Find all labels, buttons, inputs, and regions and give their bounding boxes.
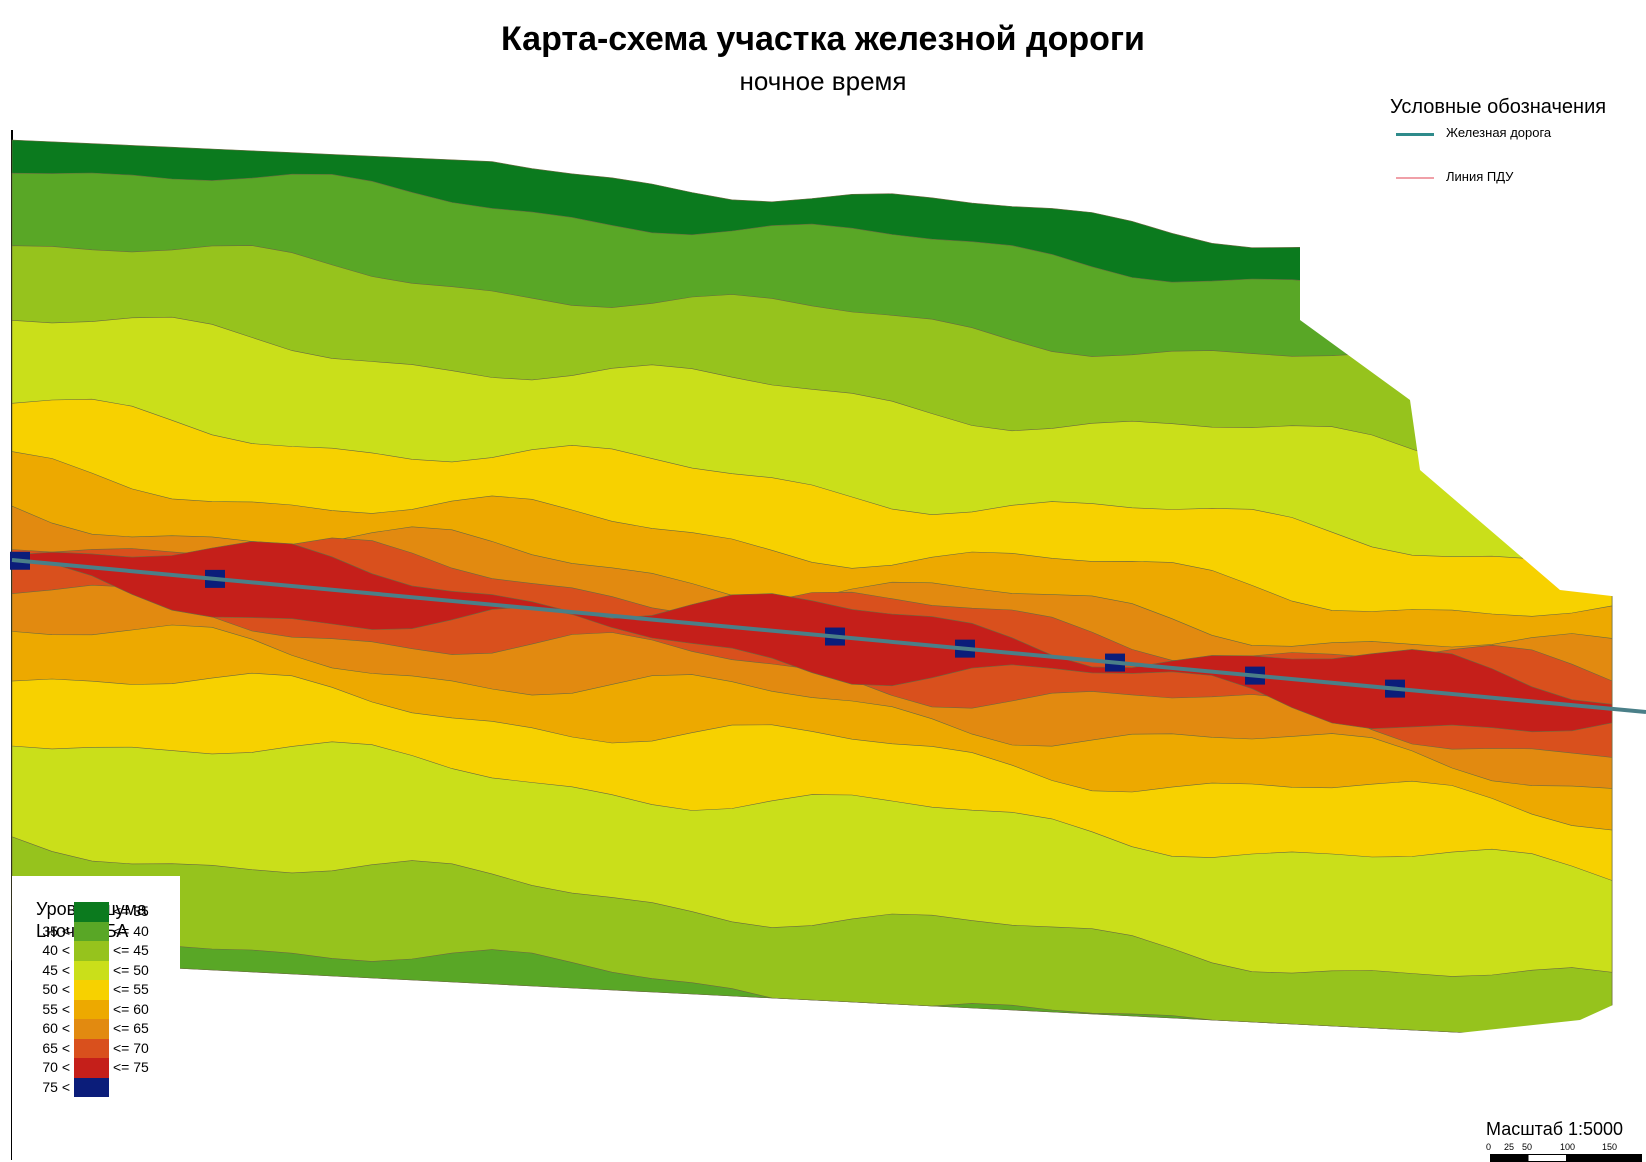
noise-class-row: 75 < — [12, 1077, 180, 1097]
noise-class-row: 60 < <= 65 — [12, 1019, 180, 1039]
railway-symbol — [1396, 133, 1434, 136]
noise-class-row: 35 < <= 40 — [12, 921, 180, 941]
map-extent-mask — [12, 990, 1646, 1160]
map-extent-mask — [1300, 130, 1646, 600]
legend-item-label: Линия ПДУ — [1446, 169, 1514, 184]
noise-class-upper: <= 40 — [113, 922, 149, 939]
railway-line — [11, 558, 1646, 714]
noise-class-lower: 75 < — [42, 1078, 70, 1095]
noise-class-swatch — [74, 1019, 109, 1039]
noise-class-swatch — [74, 1058, 109, 1078]
noise-class-swatch — [74, 980, 109, 1000]
noise-class-row: 45 < <= 50 — [12, 960, 180, 980]
noise-class-swatch — [74, 941, 109, 961]
noise-class-row: 50 < <= 55 — [12, 980, 180, 1000]
scale-tick-label: 100 — [1560, 1142, 1576, 1152]
noise-class-lower: 65 < — [42, 1039, 70, 1056]
noise-class-upper: <= 75 — [113, 1059, 149, 1075]
noise-class-swatch — [74, 1077, 109, 1097]
noise-class-row: 55 < <= 60 — [12, 999, 180, 1019]
noise-class-swatch — [74, 999, 109, 1019]
noise-class-row: 40 < <= 45 — [12, 941, 180, 961]
scale-bar-graphic — [1490, 1154, 1642, 1162]
map-subtitle: ночное время — [739, 66, 907, 96]
noise-class-row: <= 35 — [12, 902, 180, 922]
noise-class-upper: <= 35 — [113, 903, 149, 919]
noise-class-lower: 35 < — [42, 922, 70, 939]
noise-class-lower: 50 < — [42, 981, 70, 997]
noise-class-row: 65 < <= 70 — [12, 1038, 180, 1058]
noise-class-lower: 60 < — [42, 1020, 70, 1036]
legend-heading: Условные обозначения — [1390, 96, 1607, 118]
noise-class-swatch — [74, 921, 109, 941]
legend-item-pdu-line: Линия ПДУ — [1390, 168, 1640, 188]
noise-class-lower: 70 < — [42, 1059, 70, 1075]
legend-item-label: Железная дорога — [1446, 125, 1552, 140]
symbol-legend: Условные обозначения Железная дорога Лин… — [1390, 96, 1640, 206]
scale-tick-label: 150 — [1602, 1142, 1618, 1152]
noise-contour-map — [10, 130, 1646, 1160]
scale-tick-label: 0 — [1486, 1142, 1492, 1152]
noise-class-swatch — [74, 1038, 109, 1058]
legend-item-railway: Железная дорога — [1390, 124, 1640, 144]
noise-class-lower: 55 < — [42, 1000, 70, 1017]
scale-label: Масштаб 1:5000 — [1486, 1119, 1624, 1139]
scale-tick-label: 50 — [1522, 1142, 1533, 1152]
scale-bar: Масштаб 1:5000 0 25 50 100 150 — [1478, 1114, 1646, 1162]
noise-level-legend: Уровни шума Lночь, дБА <= 35 35 < <= 40 40 … — [12, 876, 180, 1156]
noise-class-lower: 45 < — [42, 961, 70, 978]
noise-class-upper: <= 60 — [113, 1000, 149, 1017]
noise-class-upper: <= 45 — [113, 942, 149, 958]
noise-class-upper: <= 70 — [113, 1039, 149, 1056]
noise-class-row: 70 < <= 75 — [12, 1058, 180, 1078]
scale-tick-label: 25 — [1504, 1142, 1515, 1152]
noise-class-upper: <= 55 — [113, 981, 149, 997]
noise-class-lower: 40 < — [42, 942, 70, 958]
noise-class-upper: <= 50 — [113, 961, 149, 978]
map-title: Карта-схема участка железной дороги — [501, 20, 1145, 58]
pdu-line-symbol — [1396, 177, 1434, 179]
noise-class-swatch — [74, 902, 109, 922]
noise-class-swatch — [74, 960, 109, 980]
noise-class-upper: <= 65 — [113, 1020, 149, 1036]
